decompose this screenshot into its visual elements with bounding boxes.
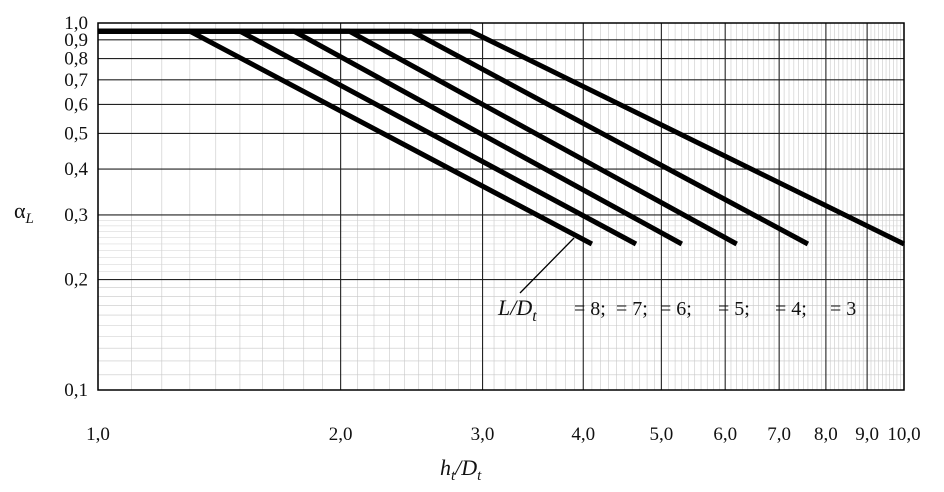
annotation-sub: t — [532, 308, 537, 325]
annotation-label: L/Dt — [497, 295, 537, 325]
y-tick-label: 0,4 — [64, 159, 88, 180]
y-tick-label: 0,6 — [64, 94, 88, 115]
x-tick-label: 3,0 — [471, 424, 495, 445]
x-tick-labels: 1,0 2,0 3,0 4,0 5,0 6,0 7,0 8,0 9,0 10,0 — [86, 424, 921, 445]
series-line-6 — [98, 28, 906, 247]
y-tick-label: 0,7 — [64, 70, 88, 91]
y-tick-label: 0,8 — [64, 49, 88, 70]
y-tick-label: 0,2 — [64, 270, 88, 291]
y-tick-label: 1,0 — [64, 13, 88, 34]
y-axis-label-sub: L — [25, 211, 34, 227]
y-tick-label: 0,3 — [64, 205, 88, 226]
y-tick-label: 0,9 — [64, 30, 88, 51]
x-tick-label: 10,0 — [887, 424, 920, 445]
x-axis-label-sub2: t — [477, 468, 482, 484]
x-tick-label: 7,0 — [767, 424, 791, 445]
y-tick-labels: 1,00,90,80,7 0,6 0,5 0,4 0,3 0,2 0,1 — [64, 13, 88, 401]
x-tick-label: 4,0 — [571, 424, 595, 445]
y-axis-label-main: α — [14, 198, 26, 223]
annotation-main: L — [497, 295, 510, 320]
x-tick-label: 2,0 — [329, 424, 353, 445]
x-tick-label: 9,0 — [855, 424, 879, 445]
annotation-sep: /D — [508, 295, 532, 320]
x-axis-label-main: h — [440, 455, 451, 480]
annotation-value: = 3 — [830, 298, 856, 320]
annotation-value: = 5; — [718, 298, 750, 320]
x-tick-label: 6,0 — [713, 424, 737, 445]
series-line-4 — [98, 28, 738, 247]
x-tick-label: 5,0 — [649, 424, 673, 445]
series-line-2 — [98, 28, 638, 247]
x-axis-label: ht/Dt — [440, 455, 482, 484]
y-axis-label: αL — [14, 198, 34, 227]
x-axis-label-sep: /D — [453, 455, 477, 480]
annotation-value: = 6; — [660, 298, 692, 320]
series-line-5 — [98, 28, 810, 247]
annotation-values: = 8; = 7; = 6; = 5; = 4; = 3 — [574, 298, 856, 320]
y-tick-label: 0,1 — [64, 380, 88, 401]
annotation-value: = 4; — [775, 298, 807, 320]
x-tick-label: 1,0 — [86, 424, 110, 445]
x-tick-label: 8,0 — [814, 424, 838, 445]
series-line-1 — [98, 28, 594, 247]
y-tick-label: 0,5 — [64, 123, 88, 144]
series-lines — [98, 28, 906, 247]
annotation-leader-line — [519, 237, 575, 294]
x-axis-label-sub1: t — [451, 468, 456, 484]
annotation-value: = 8; — [574, 298, 606, 320]
plot-frame — [97, 22, 905, 391]
annotation-value: = 7; — [616, 298, 648, 320]
